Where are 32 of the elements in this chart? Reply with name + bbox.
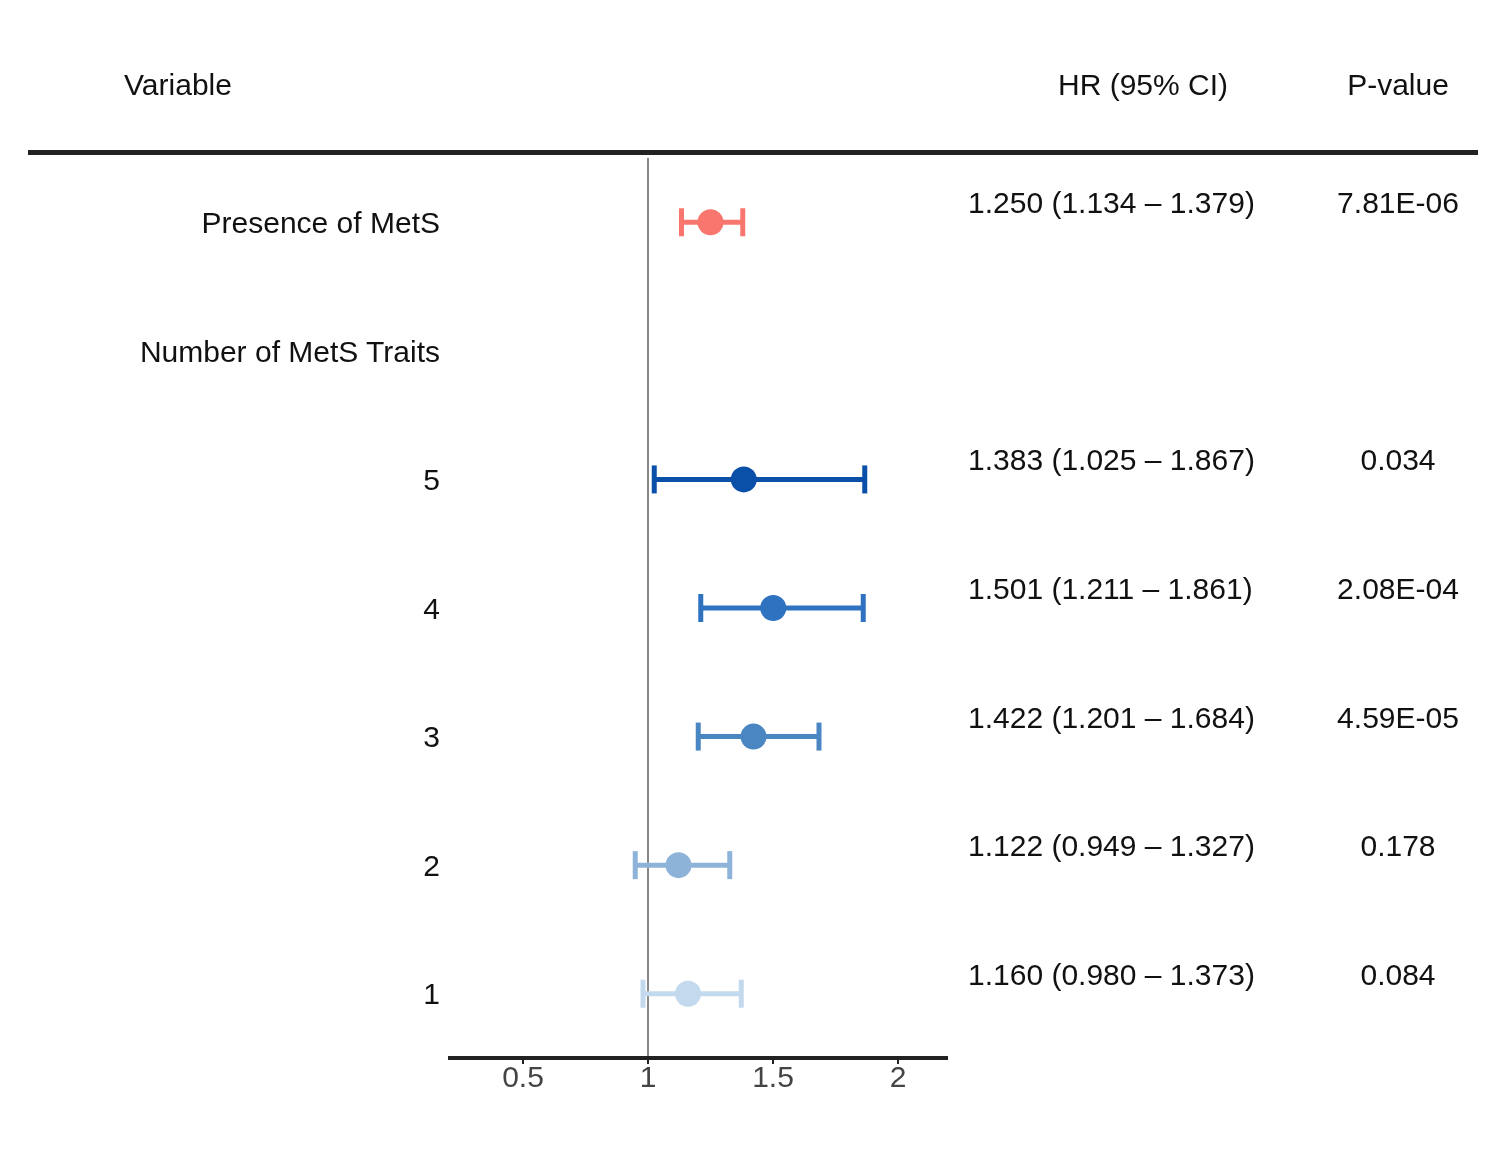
text: P-value — [1347, 68, 1449, 102]
point — [697, 209, 724, 236]
point — [730, 466, 757, 493]
data-label: 1.383 (1.025 – 1.867) — [968, 443, 1255, 478]
text: 2.08E-04 — [1337, 572, 1459, 606]
x-tick-label: 1 — [639, 1060, 657, 1094]
y-tick-label: 5 — [423, 463, 440, 497]
text: 7.81E-06 — [1337, 186, 1459, 221]
y-tick-label: 3 — [423, 720, 440, 754]
text: HR (95% CI) — [1057, 68, 1229, 102]
point — [665, 852, 692, 879]
point — [675, 980, 701, 1007]
text: 4.59E-05 — [1337, 700, 1459, 735]
data-label: 1.250 (1.134 – 1.379) — [968, 186, 1255, 221]
data-label: 1.422 (1.201 – 1.684) — [968, 700, 1255, 735]
data-label: 1.122 (0.949 – 1.327) — [968, 829, 1255, 864]
point — [760, 595, 787, 621]
x-tick-label: 2 — [889, 1060, 907, 1094]
y-tick-label: Presence of MetS — [201, 205, 440, 239]
x-tick-label: 0.5 — [502, 1060, 544, 1094]
y-tick-label: Number of MetS Traits — [139, 334, 440, 368]
text: 0.034 — [1360, 443, 1436, 478]
x-tick-label: 1.5 — [752, 1060, 794, 1094]
data-label: 1.160 (0.980 – 1.373) — [968, 957, 1255, 992]
y-tick-label: 2 — [423, 848, 440, 882]
text: Variable — [124, 68, 232, 102]
data-label: 1.501 (1.211 – 1.861) — [968, 572, 1253, 606]
point — [740, 723, 767, 750]
y-tick-label: 1 — [423, 977, 440, 1011]
text: 0.084 — [1360, 957, 1436, 992]
text: 0.178 — [1360, 829, 1436, 864]
y-tick-label: 4 — [423, 591, 440, 625]
